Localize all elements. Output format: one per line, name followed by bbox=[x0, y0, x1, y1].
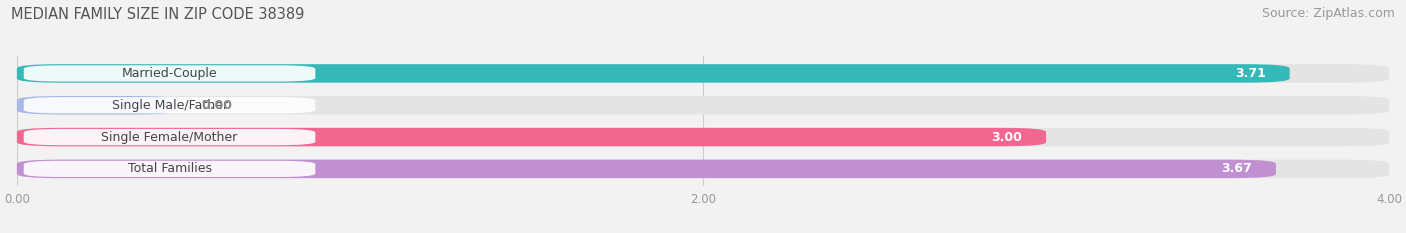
FancyBboxPatch shape bbox=[24, 65, 315, 82]
Text: Single Male/Father: Single Male/Father bbox=[111, 99, 228, 112]
FancyBboxPatch shape bbox=[17, 128, 1046, 146]
FancyBboxPatch shape bbox=[17, 64, 1289, 83]
FancyBboxPatch shape bbox=[24, 129, 315, 145]
Text: MEDIAN FAMILY SIZE IN ZIP CODE 38389: MEDIAN FAMILY SIZE IN ZIP CODE 38389 bbox=[11, 7, 305, 22]
FancyBboxPatch shape bbox=[17, 160, 1275, 178]
FancyBboxPatch shape bbox=[17, 96, 177, 114]
FancyBboxPatch shape bbox=[17, 64, 1389, 83]
Text: 0.00: 0.00 bbox=[201, 99, 232, 112]
Text: Single Female/Mother: Single Female/Mother bbox=[101, 130, 238, 144]
FancyBboxPatch shape bbox=[24, 161, 315, 177]
Text: Married-Couple: Married-Couple bbox=[122, 67, 218, 80]
Text: Source: ZipAtlas.com: Source: ZipAtlas.com bbox=[1261, 7, 1395, 20]
FancyBboxPatch shape bbox=[17, 160, 1389, 178]
FancyBboxPatch shape bbox=[24, 97, 315, 113]
FancyBboxPatch shape bbox=[17, 96, 1389, 114]
Text: Total Families: Total Families bbox=[128, 162, 211, 175]
Text: 3.00: 3.00 bbox=[991, 130, 1022, 144]
Text: 3.67: 3.67 bbox=[1222, 162, 1251, 175]
Text: 3.71: 3.71 bbox=[1234, 67, 1265, 80]
FancyBboxPatch shape bbox=[17, 128, 1389, 146]
